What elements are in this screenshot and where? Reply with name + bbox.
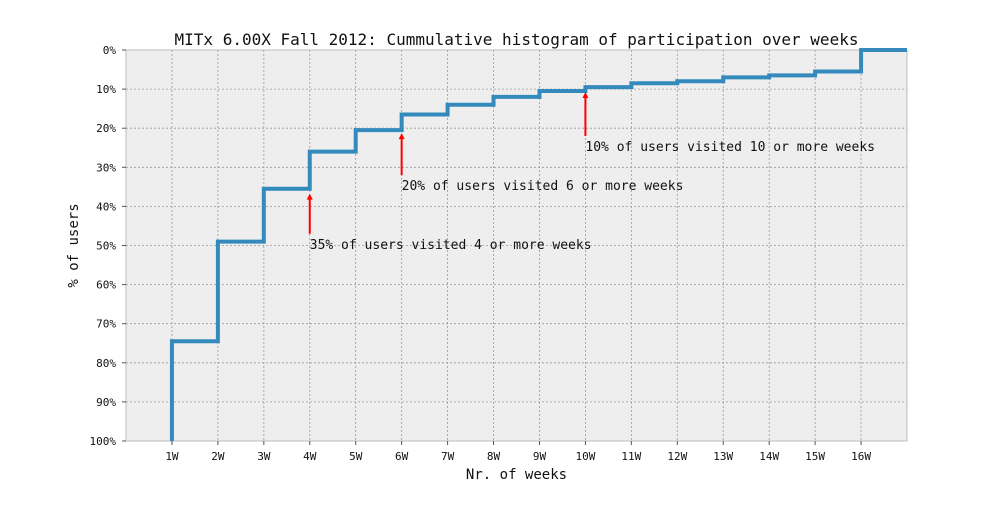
y-tick-label: 50% [96,240,116,253]
x-tick-label: 13W [713,450,733,463]
participation-step-line [169,48,907,441]
y-axis-label: % of users [66,203,82,287]
x-tick-label: 15W [805,450,825,463]
x-tick-label: 1W [165,450,179,463]
annotation-arrow-head [582,92,589,99]
y-tick-label: 80% [96,357,116,370]
x-tick-label: 5W [349,450,363,463]
y-tick-label: 70% [96,318,116,331]
y-tick-label: 30% [96,161,116,174]
x-tick-label: 10W [575,450,595,463]
y-tick-label: 10% [96,83,116,96]
x-tick-label: 16W [851,450,871,463]
x-tick-label: 14W [759,450,779,463]
annotation-label: 10% of users visited 10 or more weeks [585,140,875,155]
x-tick-label: 7W [441,450,455,463]
x-tick-label: 11W [621,450,641,463]
annotation-arrow-head [306,193,313,200]
x-tick-label: 9W [533,450,547,463]
x-tick-label: 6W [395,450,409,463]
y-tick-label: 40% [96,200,116,213]
x-tick-label: 8W [487,450,501,463]
x-tick-label: 4W [303,450,317,463]
y-tick-label: 100% [90,435,117,448]
x-tick-label: 2W [211,450,225,463]
y-tick-label: 90% [96,396,116,409]
annotation-arrow-head [398,133,405,140]
chart-title: MITx 6.00X Fall 2012: Cummulative histog… [175,30,859,49]
y-tick-label: 60% [96,279,116,292]
y-tick-label: 0% [103,44,117,57]
x-axis-label: Nr. of weeks [466,467,567,483]
y-tick-label: 20% [96,122,116,135]
x-tick-label: 3W [257,450,271,463]
annotation-label: 35% of users visited 4 or more weeks [310,238,592,253]
annotation-label: 20% of users visited 6 or more weeks [402,179,684,194]
plot-background [126,50,907,441]
x-tick-label: 12W [667,450,687,463]
